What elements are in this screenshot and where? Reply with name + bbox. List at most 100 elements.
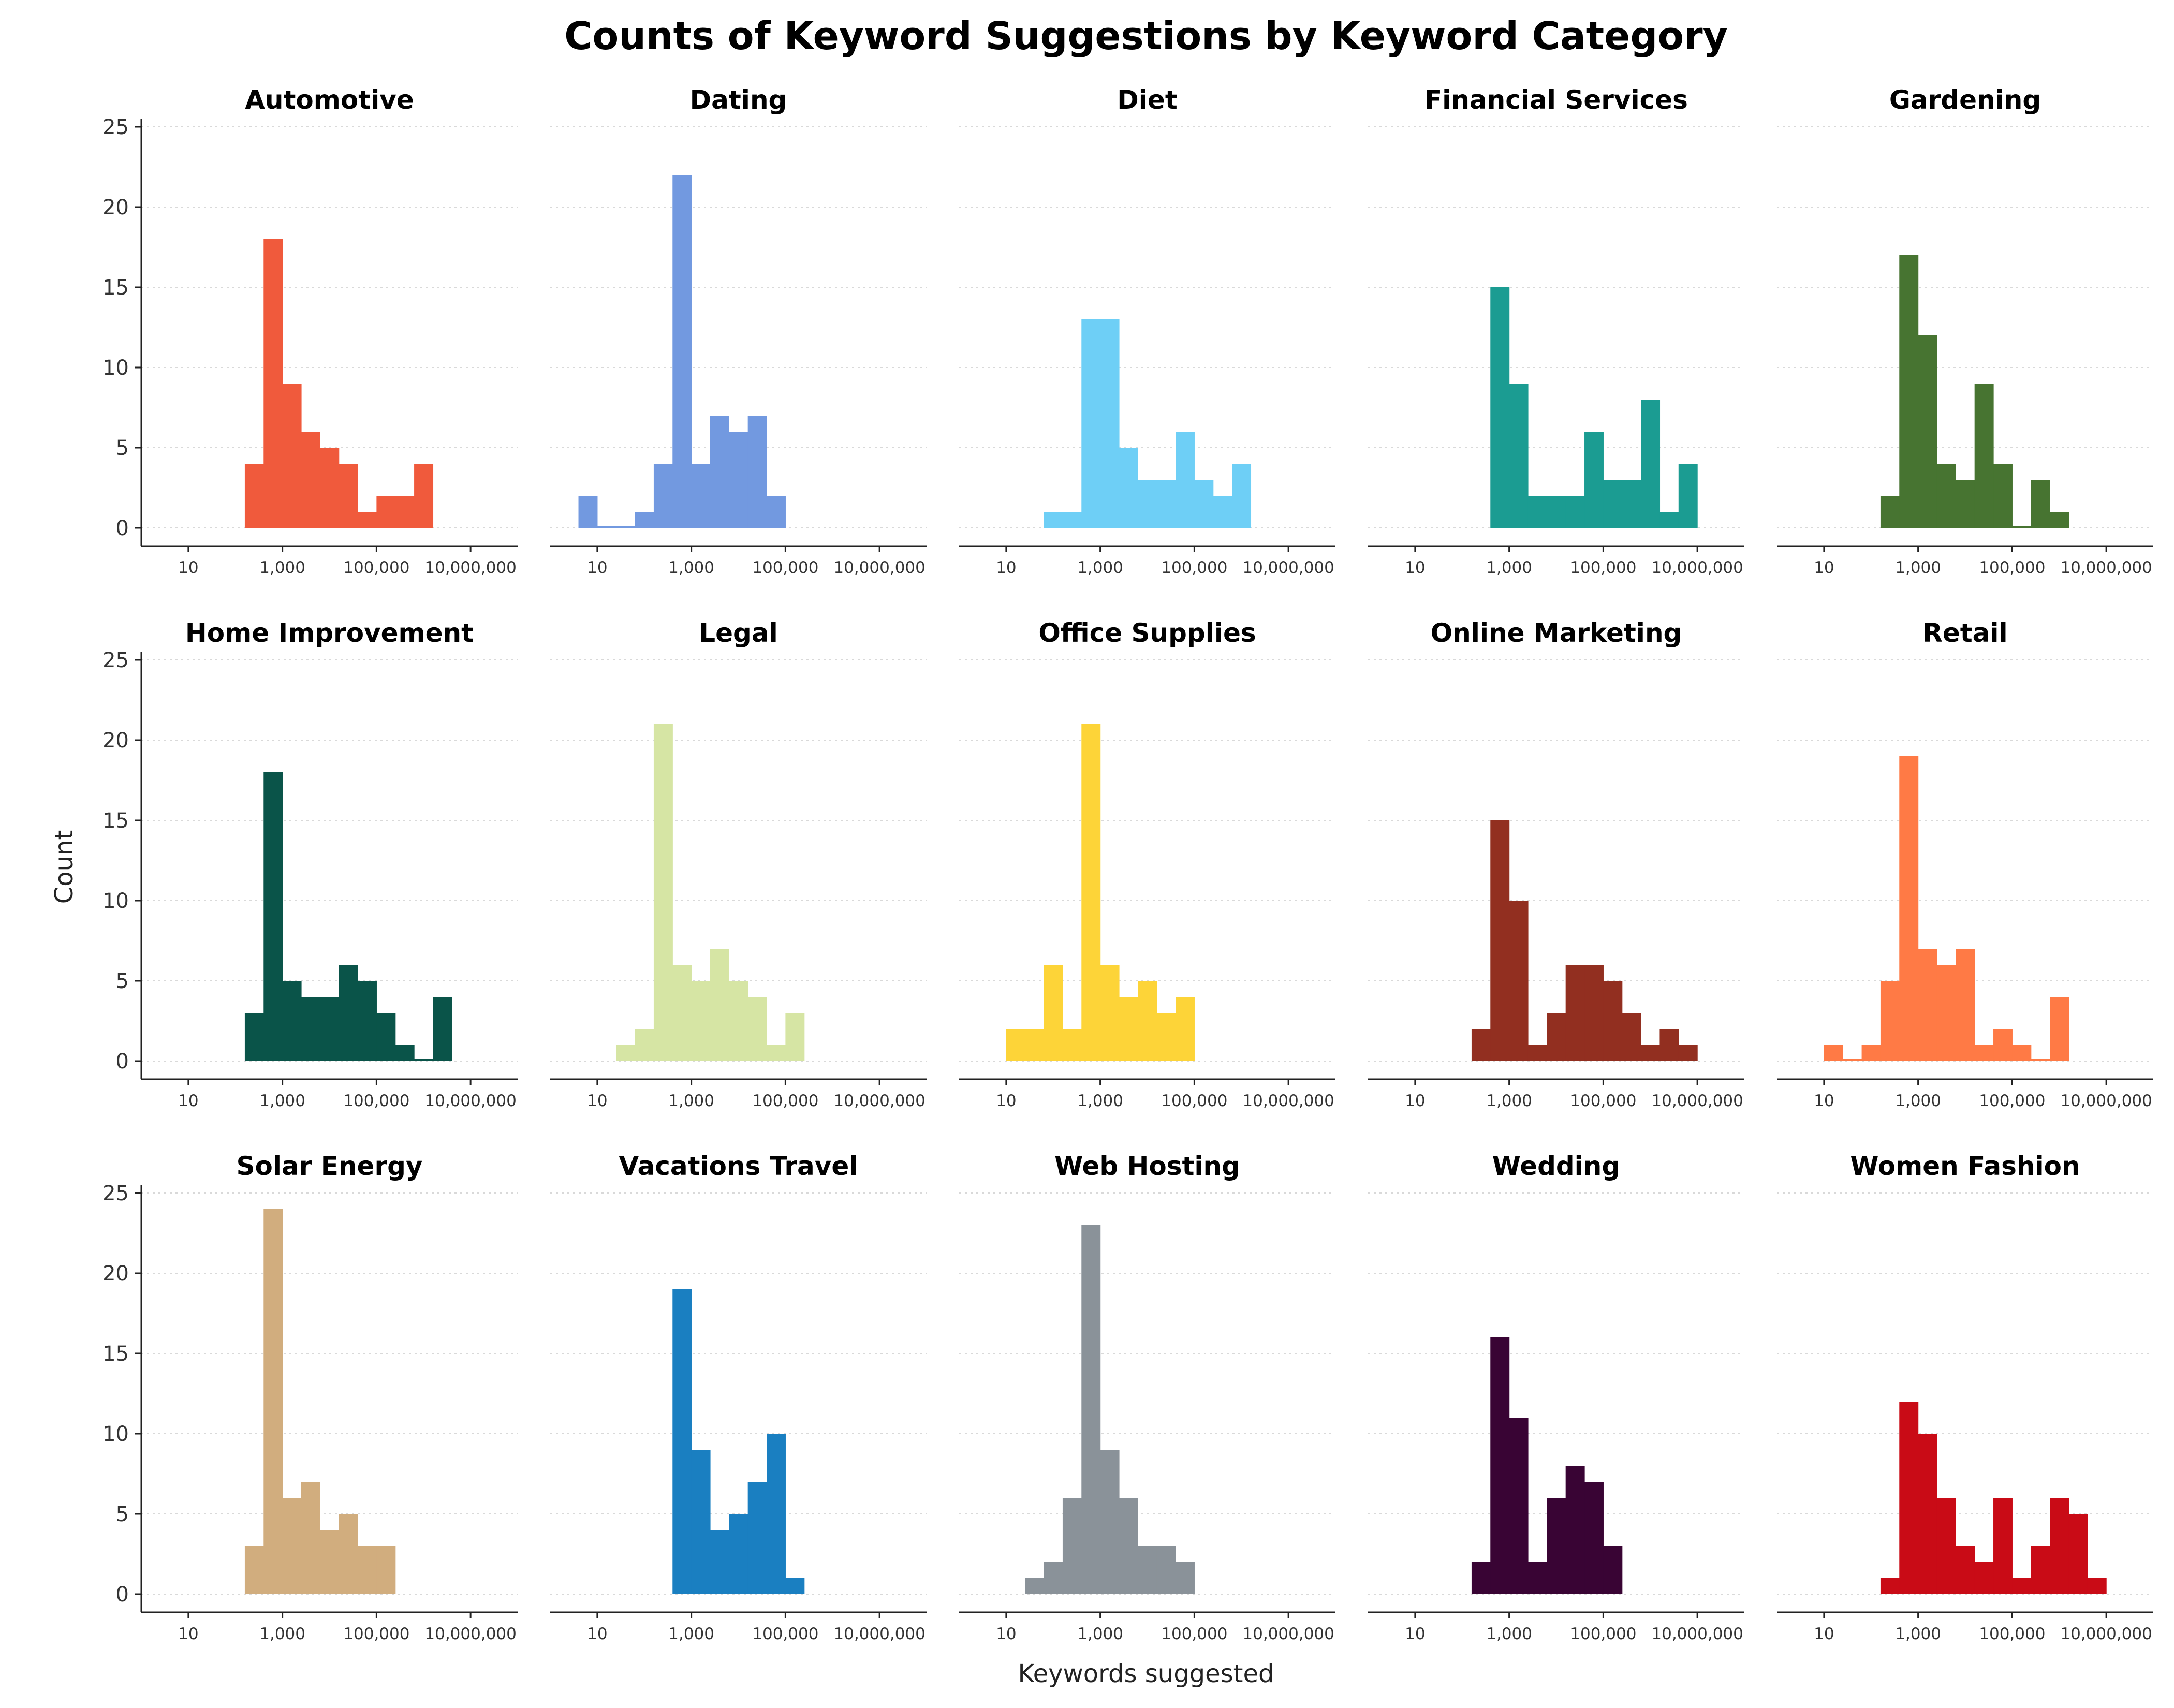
histogram-bar (1081, 1225, 1101, 1594)
histogram-bar (1006, 1029, 1025, 1061)
x-tick-label: 1,000 (668, 1092, 714, 1110)
x-tick-label: 100,000 (343, 1625, 409, 1643)
x-tick-label: 100,000 (1570, 1092, 1636, 1110)
x-tick-label: 1,000 (1077, 1625, 1123, 1643)
x-tick-label: 10,000,000 (2060, 1092, 2152, 1110)
histogram-bar (1956, 949, 1975, 1061)
histogram-bar (301, 1482, 320, 1594)
x-tick-label: 1,000 (259, 558, 305, 577)
histogram-bar (1527, 1562, 1547, 1594)
histogram-bar (1119, 997, 1138, 1061)
y-axis-label: Count (50, 830, 79, 904)
histogram-bar (2050, 997, 2069, 1061)
histogram-bar (1565, 496, 1585, 528)
histogram-bar (1490, 1337, 1510, 1594)
histogram-bar (767, 1434, 786, 1594)
histogram-bar (1899, 255, 1919, 528)
histogram-bar (2012, 526, 2032, 528)
histogram-bar (1176, 1562, 1195, 1594)
histogram-bar (301, 432, 320, 528)
x-tick-label: 10 (178, 1625, 198, 1643)
histogram-bar (339, 1514, 358, 1594)
histogram-bar (1471, 1562, 1491, 1594)
histogram-bar (1603, 981, 1623, 1061)
x-tick-label: 10 (1405, 558, 1425, 577)
histogram-bar (244, 1546, 264, 1594)
histogram-bar (1194, 480, 1214, 528)
histogram-bar (1843, 1059, 1862, 1061)
x-tick-label: 1,000 (1077, 1092, 1123, 1110)
histogram-bar (1509, 1418, 1529, 1594)
y-tick-label: 10 (102, 356, 129, 380)
histogram-bar (691, 1450, 711, 1594)
histogram-bar (1974, 1045, 1994, 1061)
histogram-bar (1509, 384, 1529, 528)
histogram-bar (1584, 965, 1604, 1061)
x-tick-label: 1,000 (668, 1625, 714, 1643)
panel-retail: Retail 10 1,000 100,000 10,000,000 (1777, 618, 2153, 1110)
x-tick-label: 100,000 (752, 1092, 818, 1110)
panel-title: Web Hosting (1054, 1151, 1240, 1181)
histogram-bar (691, 464, 711, 528)
panel-diet: Diet 10 1,000 100,000 10,000,000 (959, 85, 1335, 577)
histogram-bar (244, 464, 264, 528)
histogram-bar (339, 965, 358, 1061)
y-tick-label: 10 (102, 1422, 129, 1446)
x-tick-label: 100,000 (1161, 1625, 1227, 1643)
histogram-bar (1547, 1013, 1566, 1061)
histogram-bar (1659, 512, 1679, 528)
histogram-bar (376, 1013, 396, 1061)
x-tick-label: 10,000,000 (1242, 1625, 1334, 1643)
panel-title: Vacations Travel (619, 1151, 858, 1181)
histogram-bar (1547, 496, 1566, 528)
panel-title: Wedding (1492, 1151, 1620, 1181)
histogram-bar (691, 981, 711, 1061)
histogram-bar (2012, 1578, 2032, 1594)
histogram-bar (282, 981, 302, 1061)
y-tick-label: 5 (116, 969, 129, 993)
histogram-bar (1565, 1466, 1585, 1594)
panel-automotive: Automotive 0 5 10 15 20 25 10 1,000 100,000 10,000… (102, 85, 518, 577)
x-tick-label: 100,000 (1570, 1625, 1636, 1643)
histogram-bar (1156, 480, 1176, 528)
x-tick-label: 100,000 (1979, 558, 2045, 577)
histogram-bar (1213, 496, 1232, 528)
histogram-bar (672, 965, 692, 1061)
x-tick-label: 10,000,000 (833, 558, 926, 577)
x-tick-label: 100,000 (343, 558, 409, 577)
panel-women-fashion: Women Fashion 10 1,000 100,000 10,000,000 (1777, 1151, 2153, 1643)
y-tick-label: 0 (116, 1583, 129, 1607)
x-tick-label: 100,000 (752, 558, 818, 577)
histogram-bar (597, 526, 616, 528)
x-tick-label: 100,000 (1979, 1092, 2045, 1110)
histogram-bar (1565, 965, 1585, 1061)
histogram-bar (767, 1045, 786, 1061)
x-tick-label: 1,000 (1486, 558, 1532, 577)
histogram-bar (1547, 1498, 1566, 1594)
y-tick-label: 20 (102, 729, 129, 753)
histogram-bar (635, 512, 654, 528)
x-tick-label: 100,000 (1161, 558, 1227, 577)
x-tick-label: 100,000 (1161, 1092, 1227, 1110)
histogram-bar (1044, 512, 1063, 528)
x-tick-label: 10 (178, 558, 198, 577)
panels-group: Automotive 0 5 10 15 20 25 10 1,000 100,000 10,000… (102, 85, 2153, 1643)
histogram-bar (320, 448, 340, 528)
x-tick-label: 10,000,000 (424, 558, 517, 577)
histogram-bar (1880, 496, 1900, 528)
histogram-bar (1880, 981, 1900, 1061)
histogram-bar (2031, 480, 2050, 528)
y-tick-label: 25 (102, 649, 129, 672)
x-tick-label: 10 (1814, 558, 1834, 577)
histogram-bar (767, 496, 786, 528)
y-tick-label: 25 (102, 1182, 129, 1205)
histogram-bar (2050, 1498, 2069, 1594)
histogram-bar (785, 1578, 805, 1594)
y-tick-label: 10 (102, 889, 129, 913)
y-tick-label: 15 (102, 809, 129, 833)
histogram-bar (1974, 1562, 1994, 1594)
panel-financial-services: Financial Services 10 1,000 100,000 10,000,0… (1368, 85, 1744, 577)
histogram-bar (376, 496, 396, 528)
histogram-bar (1918, 335, 1937, 528)
x-tick-label: 1,000 (1077, 558, 1123, 577)
